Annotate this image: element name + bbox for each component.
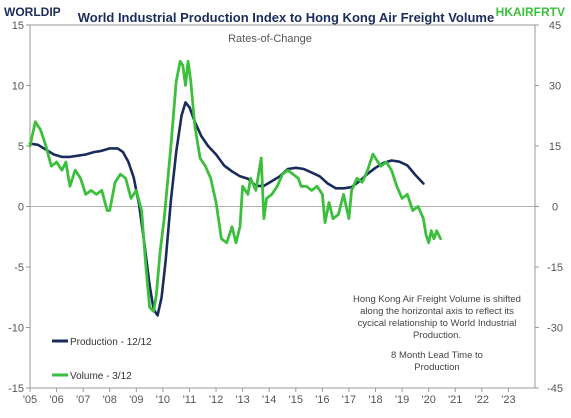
legend-label-production: Production - 12/12 (70, 337, 152, 348)
x-tick-label: '23 (501, 394, 515, 406)
series-layer (28, 59, 442, 317)
left-tick-label: -5 (14, 262, 24, 274)
x-tick-label: '15 (289, 394, 303, 406)
right-tick-label: -15 (547, 262, 563, 274)
annotation-line-2: along the horizontal axis to reflect its (360, 306, 514, 317)
legend-item-volume: Volume - 3/12 (52, 371, 132, 382)
annotation-line-5: 8 Month Lead Time to (391, 350, 483, 361)
left-axis-ticks: 15 10 5 0 -5 -10 -15 (8, 20, 30, 395)
series-line-volume (28, 59, 442, 313)
x-tick-label: '18 (368, 394, 382, 406)
right-axis-ticks: 45 30 15 0 -15 -30 -45 (535, 20, 563, 395)
x-tick-label: '12 (209, 394, 223, 406)
annotation-line-4: Production. (413, 330, 461, 341)
right-tick-label: 30 (549, 81, 561, 93)
x-tick-label: '16 (315, 394, 329, 406)
x-tick-label: '21 (448, 394, 462, 406)
legend-label-volume: Volume - 3/12 (70, 371, 132, 382)
x-tick-label: '05 (23, 394, 37, 406)
left-series-code: WORLDIP (4, 5, 61, 19)
x-tick-label: '08 (103, 394, 117, 406)
x-tick-label: '22 (475, 394, 489, 406)
chart-subtitle: Rates-of-Change (228, 33, 312, 45)
x-axis-ticks: '05 '06 '07 '08 '09 '10 '11 '12 '13 '14 '15 '16 '17 '… (23, 388, 516, 406)
left-tick-label: 5 (18, 141, 24, 153)
x-tick-label: '14 (262, 394, 276, 406)
x-tick-label: '10 (156, 394, 170, 406)
right-tick-label: -45 (547, 383, 563, 395)
right-tick-label: -30 (547, 323, 563, 335)
annotation-line-1: Hong Kong Air Freight Volume is shifted (353, 294, 521, 305)
legend: Production - 12/12 Volume - 3/12 (52, 337, 152, 382)
left-tick-label: 0 (18, 202, 24, 214)
x-tick-label: '07 (76, 394, 90, 406)
right-tick-label: 0 (552, 202, 558, 214)
x-tick-label: '17 (342, 394, 356, 406)
annotation: Hong Kong Air Freight Volume is shifted … (353, 294, 521, 373)
x-tick-label: '20 (422, 394, 436, 406)
x-tick-label: '19 (395, 394, 409, 406)
legend-item-production: Production - 12/12 (52, 337, 152, 348)
right-tick-label: 45 (549, 20, 561, 32)
annotation-line-6: Production (414, 362, 459, 373)
chart-title: World Industrial Production Index to Hon… (78, 10, 494, 25)
x-tick-label: '06 (49, 394, 63, 406)
x-tick-label: '11 (183, 394, 197, 406)
right-tick-label: 15 (549, 141, 561, 153)
left-tick-label: 15 (12, 20, 24, 32)
left-tick-label: 10 (12, 81, 24, 93)
x-tick-label: '13 (235, 394, 249, 406)
x-tick-label: '09 (129, 394, 143, 406)
annotation-line-3: cycical relationship to World Industrial (358, 318, 517, 329)
right-series-code: HKAIRFRTV (495, 5, 565, 19)
left-tick-label: -15 (8, 383, 24, 395)
series-line-production (28, 101, 425, 317)
left-tick-label: -10 (8, 323, 24, 335)
